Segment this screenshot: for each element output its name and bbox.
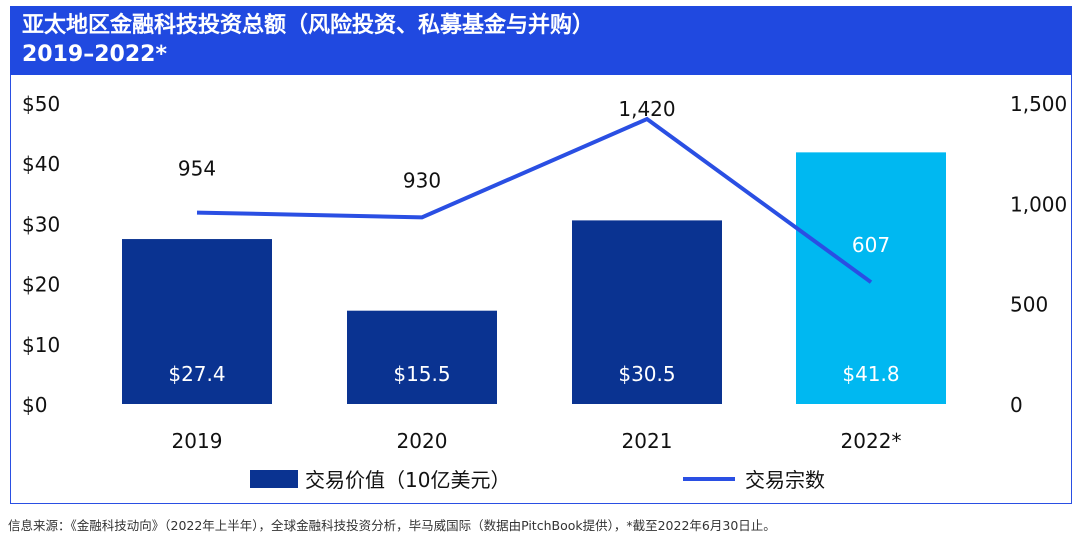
bar-2020 [347, 310, 497, 404]
bar-2019 [122, 239, 272, 404]
title-line-1: 亚太地区金融科技投资总额（风险投资、私募基金与并购） [22, 13, 595, 38]
line-label: 1,420 [618, 97, 675, 121]
title-line-2: 2019–2022* [22, 42, 167, 67]
right-axis-tick: 1,000 [1010, 192, 1067, 216]
chart-title: 亚太地区金融科技投资总额（风险投资、私募基金与并购） 2019–2022* [10, 6, 1072, 75]
left-axis-tick: $30 [22, 212, 60, 236]
bar-label: $27.4 [168, 362, 225, 386]
legend-bar-swatch [250, 470, 298, 488]
bar-2021 [572, 220, 722, 404]
left-axis-tick: $0 [22, 393, 47, 417]
line-label: 954 [178, 157, 216, 181]
x-tick-label: 2019 [172, 429, 223, 453]
right-axis-tick: 1,500 [1010, 92, 1067, 116]
line-series [196, 116, 873, 284]
bar-label: $15.5 [393, 362, 450, 386]
right-axis-tick: 500 [1010, 293, 1048, 317]
bar-label: $30.5 [618, 362, 675, 386]
left-axis-tick: $10 [22, 333, 60, 357]
left-axis-tick: $20 [22, 273, 60, 297]
legend-line-label: 交易宗数 [745, 468, 825, 492]
legend-bar-label: 交易价值（10亿美元） [305, 468, 510, 492]
x-tick-label: 2021 [622, 429, 673, 453]
bar-2022* [796, 152, 946, 404]
x-tick-label: 2022* [841, 429, 902, 453]
right-axis-tick: 0 [1010, 393, 1023, 417]
x-tick-label: 2020 [397, 429, 448, 453]
left-axis-tick: $50 [22, 92, 60, 116]
source-note: 信息来源：《金融科技动向》（2022年上半年），全球金融科技投资分析，毕马威国际… [8, 518, 776, 533]
left-axis-tick: $40 [22, 152, 60, 176]
line-label: 930 [403, 168, 441, 192]
bar-label: $41.8 [842, 362, 899, 386]
line-label: 607 [852, 233, 890, 257]
